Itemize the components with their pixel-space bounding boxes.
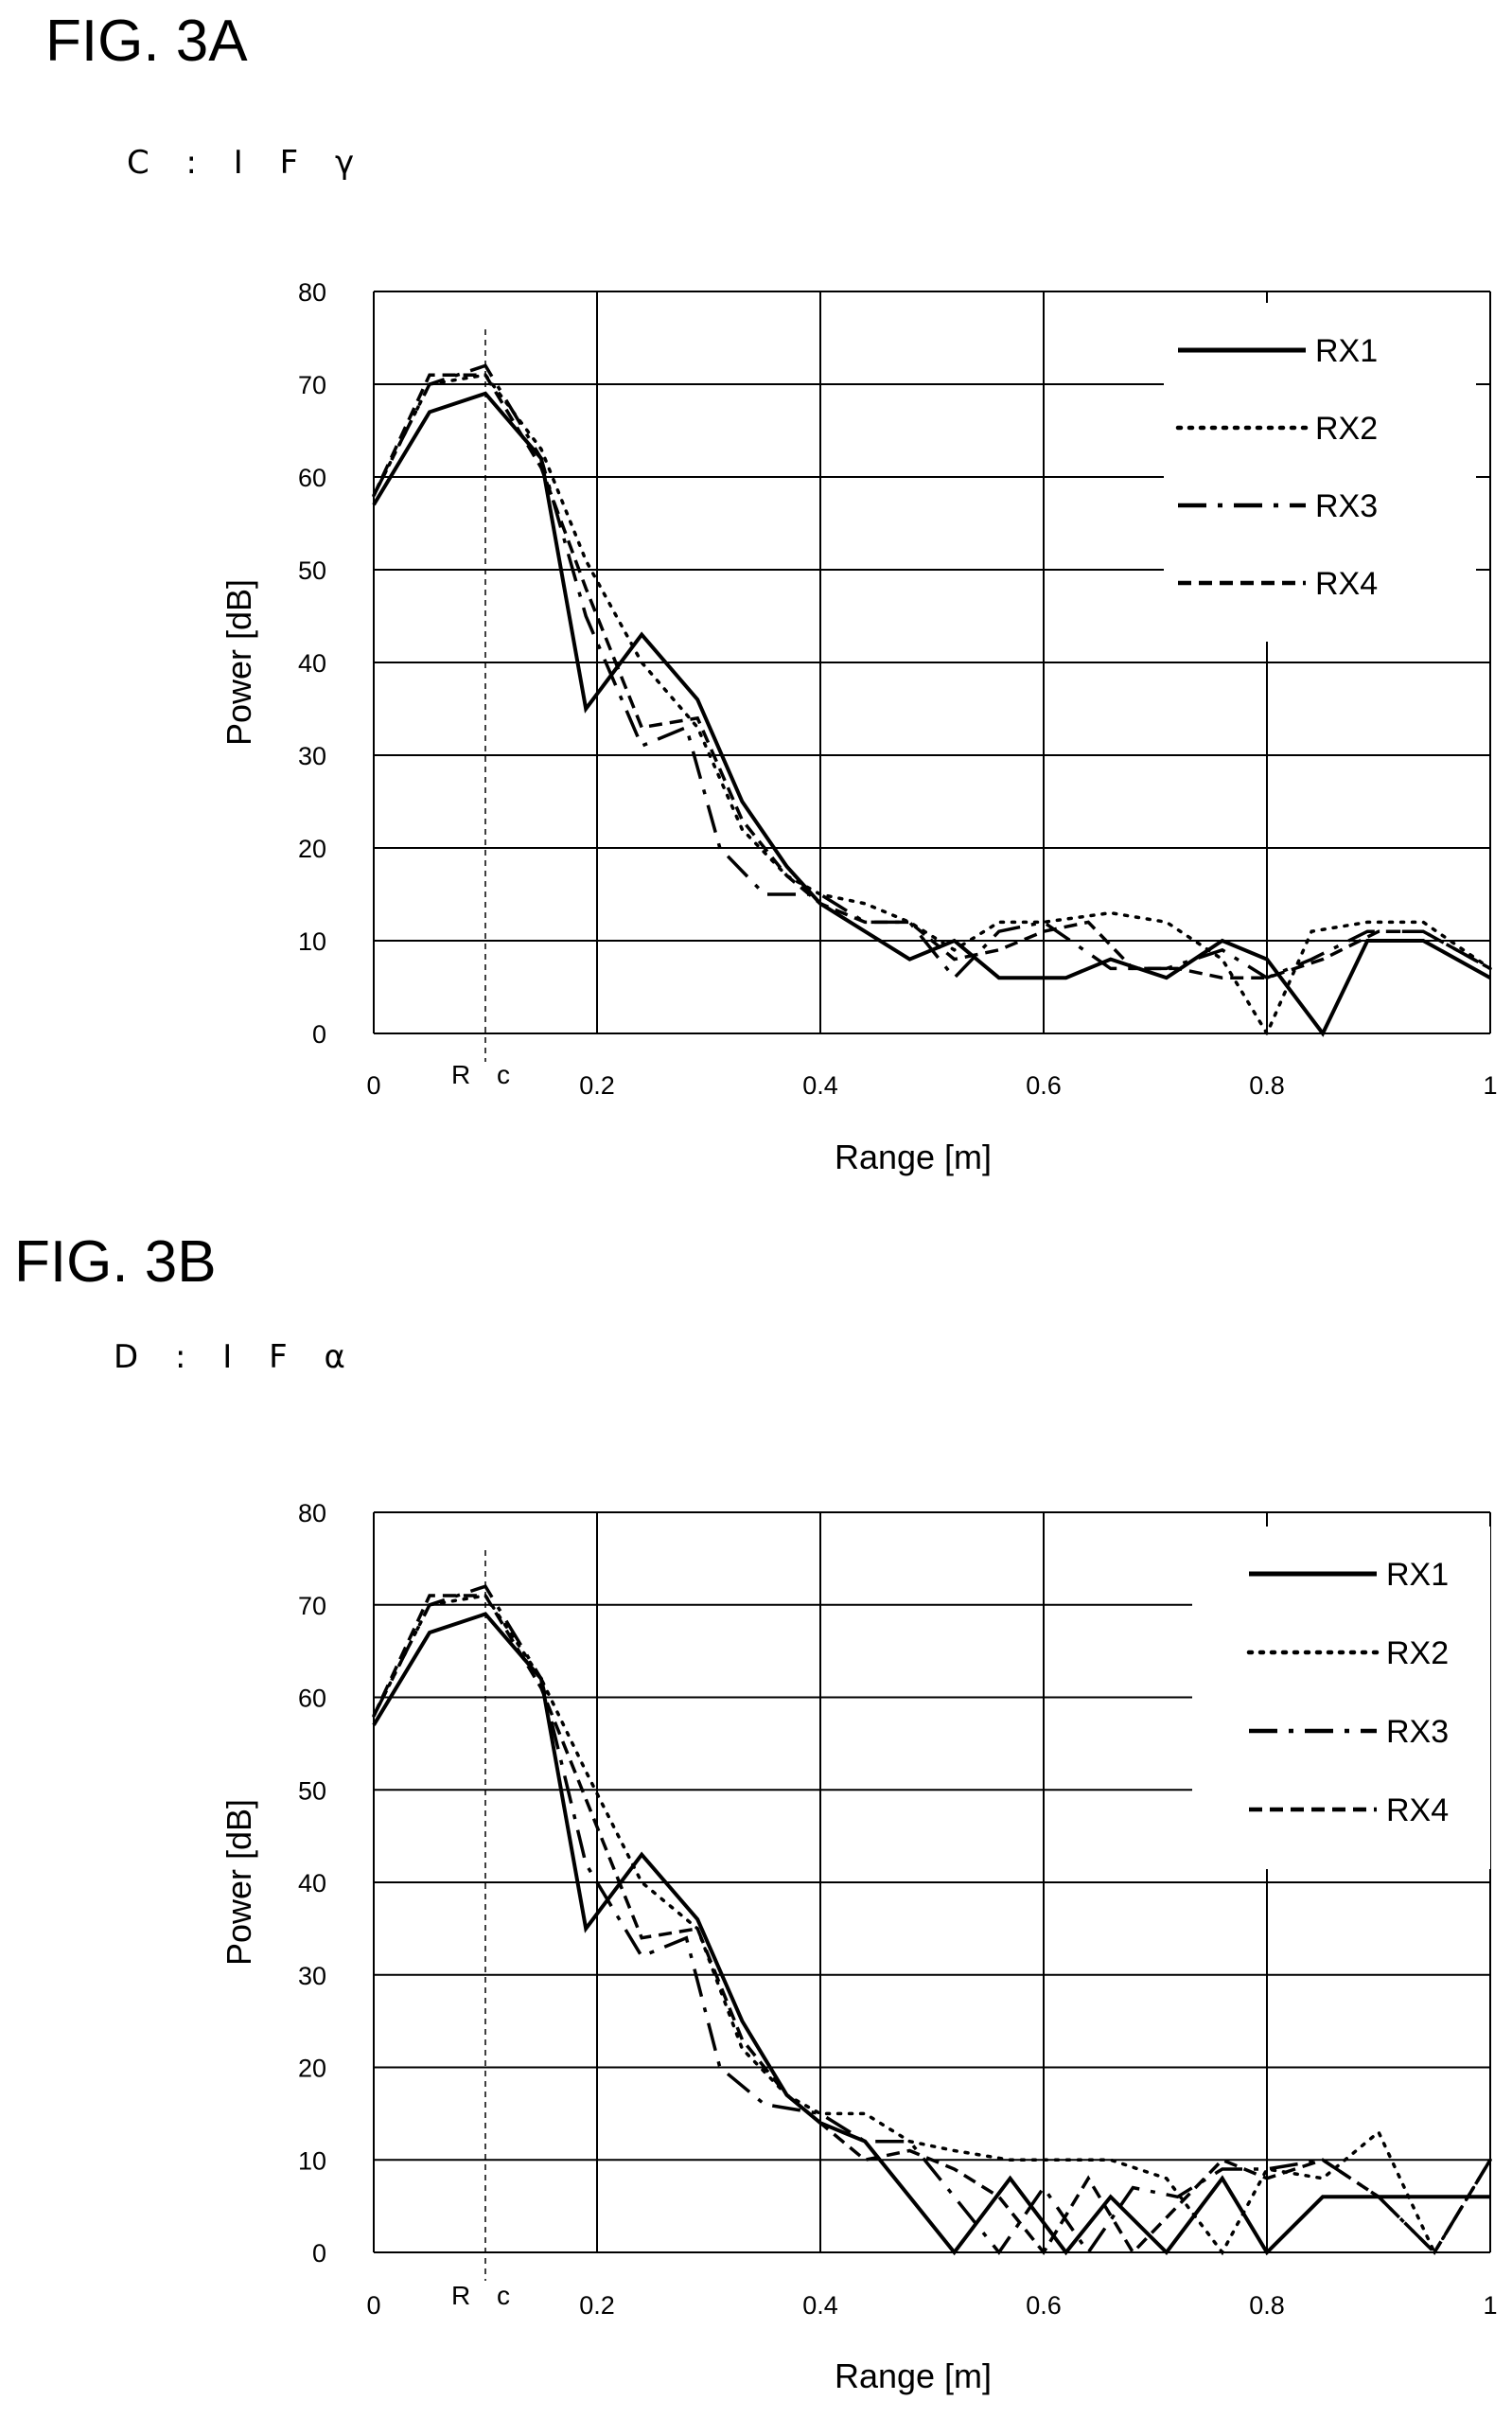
legend-background — [1164, 303, 1476, 642]
x-tick-label: 0.6 — [1026, 1071, 1062, 1100]
series-line-rx2 — [372, 373, 1492, 1037]
series-line-rx1 — [372, 391, 1491, 1037]
rc-annotation: R c — [451, 1060, 519, 1089]
series-line-rx3 — [372, 363, 1491, 980]
legend-label-rx2: RX2 — [1315, 411, 1378, 447]
y-tick-label: 20 — [298, 835, 326, 863]
x-tick-label: 0.8 — [1249, 1071, 1285, 1100]
y-tick-label: 70 — [298, 371, 326, 399]
y-axis-label: Power [dB] — [220, 579, 258, 746]
x-axis-label: Range [m] — [835, 1138, 992, 1176]
y-axis-label: Power [dB] — [220, 1799, 258, 1966]
x-tick-label: 0 — [366, 2291, 380, 2320]
y-tick-label: 10 — [298, 927, 326, 956]
figure-subtitle-3b: D : I F α — [114, 1338, 359, 1376]
x-tick-label: 0.6 — [1026, 2291, 1062, 2320]
y-tick-label: 30 — [298, 1962, 326, 1990]
y-tick-label: 70 — [298, 1592, 326, 1620]
x-tick-label: 0.8 — [1249, 2291, 1285, 2320]
figure-title-3b: FIG. 3B — [14, 1229, 217, 1295]
series-line-rx1 — [372, 1612, 1490, 2256]
series-line-rx4 — [372, 373, 1491, 980]
y-tick-label: 30 — [298, 742, 326, 770]
legend-label-rx4: RX4 — [1315, 566, 1378, 602]
y-tick-label: 80 — [298, 1499, 326, 1527]
y-tick-label: 40 — [298, 1869, 326, 1897]
y-tick-label: 10 — [298, 2146, 326, 2175]
x-tick-label: 1 — [1483, 2291, 1497, 2320]
x-tick-label: 0 — [366, 1071, 380, 1100]
legend-label-rx4: RX4 — [1386, 1792, 1449, 1828]
y-tick-label: 60 — [298, 1685, 326, 1713]
y-tick-label: 50 — [298, 1776, 326, 1805]
figure-title-3a: FIG. 3A — [45, 9, 248, 74]
x-tick-label: 1 — [1483, 1071, 1497, 1100]
legend-label-rx3: RX3 — [1315, 488, 1378, 524]
legend-label-rx3: RX3 — [1386, 1714, 1449, 1750]
y-tick-label: 0 — [312, 1020, 326, 1049]
series-line-rx3 — [372, 1584, 1492, 2256]
x-tick-label: 0.2 — [579, 1071, 615, 1100]
y-tick-label: 40 — [298, 649, 326, 678]
legend-label-rx1: RX1 — [1315, 333, 1378, 369]
series-line-rx4 — [372, 1594, 1492, 2256]
figure-subtitle-3a: C : I F γ — [127, 144, 368, 182]
legend-label-rx2: RX2 — [1386, 1635, 1449, 1671]
y-tick-label: 0 — [312, 2239, 326, 2268]
y-tick-label: 20 — [298, 2055, 326, 2083]
x-tick-label: 0.4 — [802, 1071, 838, 1100]
y-tick-label: 80 — [298, 278, 326, 307]
x-axis-label: Range [m] — [835, 2356, 992, 2395]
rc-annotation: R c — [451, 2281, 519, 2310]
legend-label-rx1: RX1 — [1386, 1557, 1449, 1593]
legend-background — [1235, 1527, 1490, 1869]
y-tick-label: 60 — [298, 464, 326, 492]
x-tick-label: 0.4 — [802, 2291, 838, 2320]
line-chart-3a: 0 10 20 30 40 50 60 70 80 0 0.2 0.4 0.6 0.8 1 R c RX1 RX2… — [220, 278, 1498, 1176]
x-tick-label: 0.2 — [579, 2291, 615, 2320]
y-tick-label: 50 — [298, 556, 326, 585]
